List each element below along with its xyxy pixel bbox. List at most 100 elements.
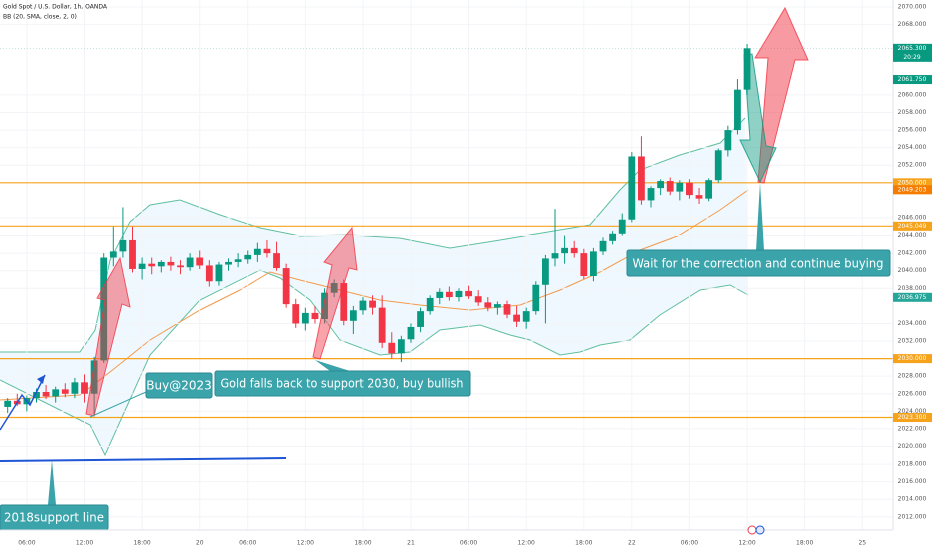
note-pointer: [315, 360, 350, 371]
y-tick-label: 2016.000: [898, 478, 927, 485]
candle-body: [724, 130, 732, 151]
candle-body: [388, 342, 396, 354]
candle-body: [417, 311, 424, 327]
y-tick-label: 2014.000: [898, 496, 927, 503]
price-badge-label: 2065.300: [898, 45, 927, 52]
candle-body: [551, 253, 559, 259]
candle-body: [273, 253, 280, 269]
note-pointer: [48, 460, 56, 505]
x-tick-label: 22: [628, 540, 636, 547]
x-tick-label: 20: [196, 540, 204, 547]
candle-body: [186, 257, 194, 268]
candle-body: [311, 312, 319, 320]
price-badge: [893, 412, 932, 422]
x-tick-label: 25: [858, 540, 866, 547]
indicator-label: BB (20, SMA, close, 2, 0): [3, 14, 77, 21]
candle-body: [599, 240, 607, 252]
candle-body: [52, 389, 60, 397]
candle-body: [647, 188, 655, 201]
candle-body: [455, 290, 463, 298]
candle-body: [570, 247, 578, 254]
candle-body: [493, 304, 501, 308]
note: Buy@2023: [146, 379, 211, 393]
price-badge-label: 2049.203: [898, 186, 927, 193]
x-tick-label: 12:00: [518, 540, 535, 547]
red-arrow: [85, 256, 131, 417]
candle-body: [436, 291, 444, 298]
price-badge: [893, 354, 932, 364]
y-tick-label: 2070.000: [898, 4, 927, 11]
candle-body: [666, 181, 674, 192]
candle-body: [71, 382, 79, 394]
y-tick-label: 2012.000: [898, 513, 927, 520]
candle-body: [714, 150, 722, 181]
candle-body: [561, 247, 569, 254]
y-tick-label: 2026.000: [898, 390, 927, 397]
candle-body: [205, 265, 213, 282]
candle-body: [542, 258, 549, 285]
candle-body: [503, 304, 511, 315]
x-tick-label: 06:00: [681, 540, 698, 547]
candle-body: [445, 291, 453, 298]
note: Wait for the correction and continue buy…: [633, 257, 884, 271]
y-tick-label: 2068.000: [898, 21, 927, 28]
y-tick-label: 2046.000: [898, 214, 927, 221]
y-tick-label: 2020.000: [898, 443, 927, 450]
x-tick-label: 18:00: [354, 540, 371, 547]
candle-body: [695, 195, 703, 199]
price-badge: [893, 221, 932, 231]
price-badge-label: 2030.000: [898, 355, 927, 362]
candle-body: [686, 182, 693, 196]
note: Gold falls back to support 2030, buy bul…: [221, 377, 464, 391]
candle-body: [215, 264, 223, 282]
candle-body: [705, 180, 713, 199]
candle-body: [244, 254, 252, 260]
note-box: [214, 370, 471, 397]
candle-body: [349, 310, 357, 321]
x-tick-label: 12:00: [76, 540, 93, 547]
x-tick-label: 12:00: [297, 540, 314, 547]
candle-body: [234, 259, 242, 262]
candle-body: [618, 219, 626, 234]
candle-body: [522, 311, 530, 322]
note: 2018support line: [4, 511, 104, 525]
x-tick-label: 18:00: [796, 540, 813, 547]
y-tick-label: 2022.000: [898, 425, 927, 432]
y-tick-label: 2042.000: [898, 250, 927, 257]
y-tick-label: 2052.000: [898, 162, 927, 169]
candle-body: [196, 257, 204, 266]
note-box: [626, 249, 891, 277]
candle-body: [282, 268, 290, 305]
candle-body: [4, 400, 12, 407]
candle-body: [513, 314, 520, 322]
x-tick-label: 06:00: [18, 540, 35, 547]
candle-body: [484, 302, 492, 308]
price-badge-label: 2050.000: [898, 179, 927, 186]
y-tick-label: 2060.000: [898, 91, 927, 98]
candle-body: [676, 182, 684, 192]
candle-body: [532, 284, 540, 312]
icon: [755, 525, 765, 535]
candle-body: [119, 239, 127, 252]
y-tick-label: 2058.000: [898, 109, 927, 116]
price-badge: [893, 185, 932, 195]
y-tick-label: 2024.000: [898, 408, 927, 415]
x-tick-label: 06:00: [460, 540, 477, 547]
candle-body: [465, 290, 472, 297]
candle-body: [33, 392, 40, 399]
red-arrow: [312, 226, 358, 360]
candle-body: [177, 265, 184, 268]
y-tick-label: 2034.000: [898, 320, 927, 327]
candle-body: [138, 263, 146, 269]
candle-body: [734, 89, 741, 131]
y-tick-label: 2018.000: [898, 461, 927, 468]
candle-body: [590, 251, 597, 276]
price-badge: [893, 75, 932, 85]
y-tick-label: 2056.000: [898, 127, 927, 134]
price-badge-label: 2023.300: [898, 414, 927, 421]
candle-body: [81, 382, 88, 394]
price-badge-label: 2061.750: [898, 76, 927, 83]
candle-body: [42, 392, 50, 397]
x-tick-label: 12:00: [738, 540, 755, 547]
candle-body: [157, 261, 165, 267]
